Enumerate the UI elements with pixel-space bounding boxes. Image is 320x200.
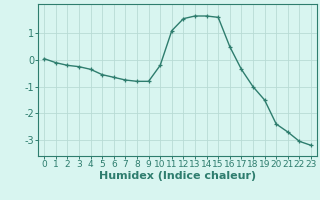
- X-axis label: Humidex (Indice chaleur): Humidex (Indice chaleur): [99, 171, 256, 181]
